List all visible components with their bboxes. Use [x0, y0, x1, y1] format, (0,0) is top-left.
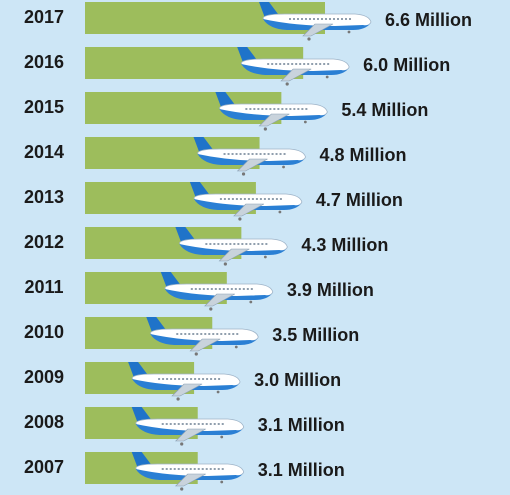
airplane: [215, 92, 328, 131]
y-tick-label: 2012: [24, 232, 64, 252]
plane-stripe: [132, 379, 241, 390]
plane-wing: [218, 248, 250, 262]
plane-gear: [180, 442, 184, 446]
plane-stripe: [150, 334, 259, 345]
plane-wing: [280, 68, 312, 82]
plane-gear: [223, 262, 227, 266]
plane-stripe: [179, 244, 288, 255]
plane-wing: [233, 203, 265, 217]
airplane: [131, 407, 245, 446]
plane-gear: [263, 255, 267, 259]
value-label: 4.3 Million: [301, 235, 388, 255]
y-tick-label: 2009: [24, 367, 64, 387]
y-tick-label: 2013: [24, 187, 64, 207]
plane-gear: [249, 300, 253, 304]
value-label: 6.0 Million: [363, 55, 450, 75]
plane-stripe: [135, 469, 244, 480]
plane-stripe: [193, 199, 302, 210]
plane-gear: [238, 217, 242, 221]
plane-gear: [263, 127, 267, 131]
plane-gear: [285, 82, 289, 86]
value-label: 3.1 Million: [258, 460, 345, 480]
y-tick-label: 2017: [24, 7, 64, 27]
plane-stripe: [135, 424, 244, 435]
plane-gear: [194, 352, 198, 356]
y-tick-label: 2015: [24, 97, 64, 117]
plane-gear: [307, 37, 311, 41]
y-tick-label: 2011: [24, 277, 63, 297]
plane-wing: [204, 293, 235, 307]
airplane: [160, 272, 274, 311]
y-tick-label: 2007: [24, 457, 64, 477]
plane-gear: [303, 120, 307, 124]
y-tick-label: 2008: [24, 412, 64, 432]
plane-gear: [209, 307, 213, 311]
plane-wing: [189, 338, 221, 352]
plane-wing: [258, 113, 290, 127]
y-tick-label: 2016: [24, 52, 64, 72]
plane-stripe: [241, 64, 350, 75]
airplane: [146, 317, 259, 356]
airplane: [259, 2, 372, 41]
y-tick-label: 2010: [24, 322, 64, 342]
airplane: [193, 137, 306, 176]
y-tick-label: 2014: [24, 142, 64, 162]
value-label: 4.8 Million: [320, 145, 407, 165]
value-label: 3.9 Million: [287, 280, 374, 300]
plane-wing: [175, 473, 206, 487]
plane-gear: [347, 30, 351, 34]
plane-stripe: [197, 154, 306, 165]
plane-stripe: [263, 19, 371, 30]
plane-gear: [278, 210, 282, 214]
airplane: [189, 182, 303, 221]
value-label: 3.0 Million: [254, 370, 341, 390]
value-label: 6.6 Million: [385, 10, 472, 30]
plane-gear: [220, 480, 224, 484]
airplane: [175, 227, 288, 266]
plane-wing: [171, 383, 203, 397]
airplane: [237, 47, 350, 86]
plane-wing: [175, 428, 206, 442]
plane-stripe: [219, 109, 328, 120]
value-label: 5.4 Million: [341, 100, 428, 120]
airplane: [128, 362, 241, 401]
plane-gear: [241, 172, 246, 176]
plane-gear: [220, 435, 224, 439]
plane-gear: [180, 487, 184, 491]
airplane: [131, 452, 245, 491]
value-label: 3.5 Million: [272, 325, 359, 345]
plane-wing: [302, 23, 334, 37]
plane-gear: [234, 345, 238, 349]
plane-gear: [176, 397, 180, 401]
value-label: 4.7 Million: [316, 190, 403, 210]
plane-gear: [216, 390, 220, 394]
value-label: 3.1 Million: [258, 415, 345, 435]
plane-gear: [325, 75, 329, 79]
plane-stripe: [164, 289, 273, 300]
plane-gear: [282, 165, 285, 169]
plane-wing: [236, 158, 268, 172]
